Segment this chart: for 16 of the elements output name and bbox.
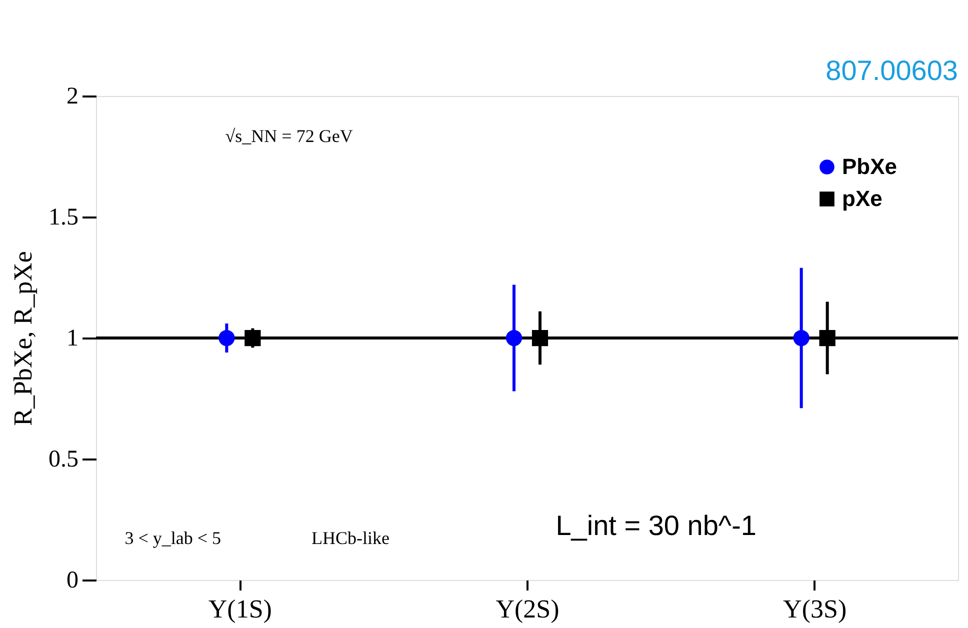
annotation: LHCb-like [312,528,390,548]
y-tick-label: 1 [66,326,78,352]
legend-label: pXe [842,186,882,211]
y-tick-label: 0.5 [48,446,78,472]
annotation: L_int = 30 nb^-1 [556,510,756,541]
x-tick-label: Υ(1S) [208,594,272,624]
text: 807.00603 [826,54,958,86]
y-axis-title: R_PbXe, R_pXe [8,251,38,426]
annotation: 3 < y_lab < 5 [124,528,222,548]
legend-label: PbXe [842,154,898,179]
y-tick-label: 0 [66,568,78,594]
x-tick-label: Υ(2S) [496,594,560,624]
x-tick-label: Υ(3S) [783,594,847,624]
annotation: √s_NN = 72 GeV [225,126,353,146]
y-tick-label: 2 [66,84,78,110]
y-tick-label: 1.5 [48,204,78,230]
